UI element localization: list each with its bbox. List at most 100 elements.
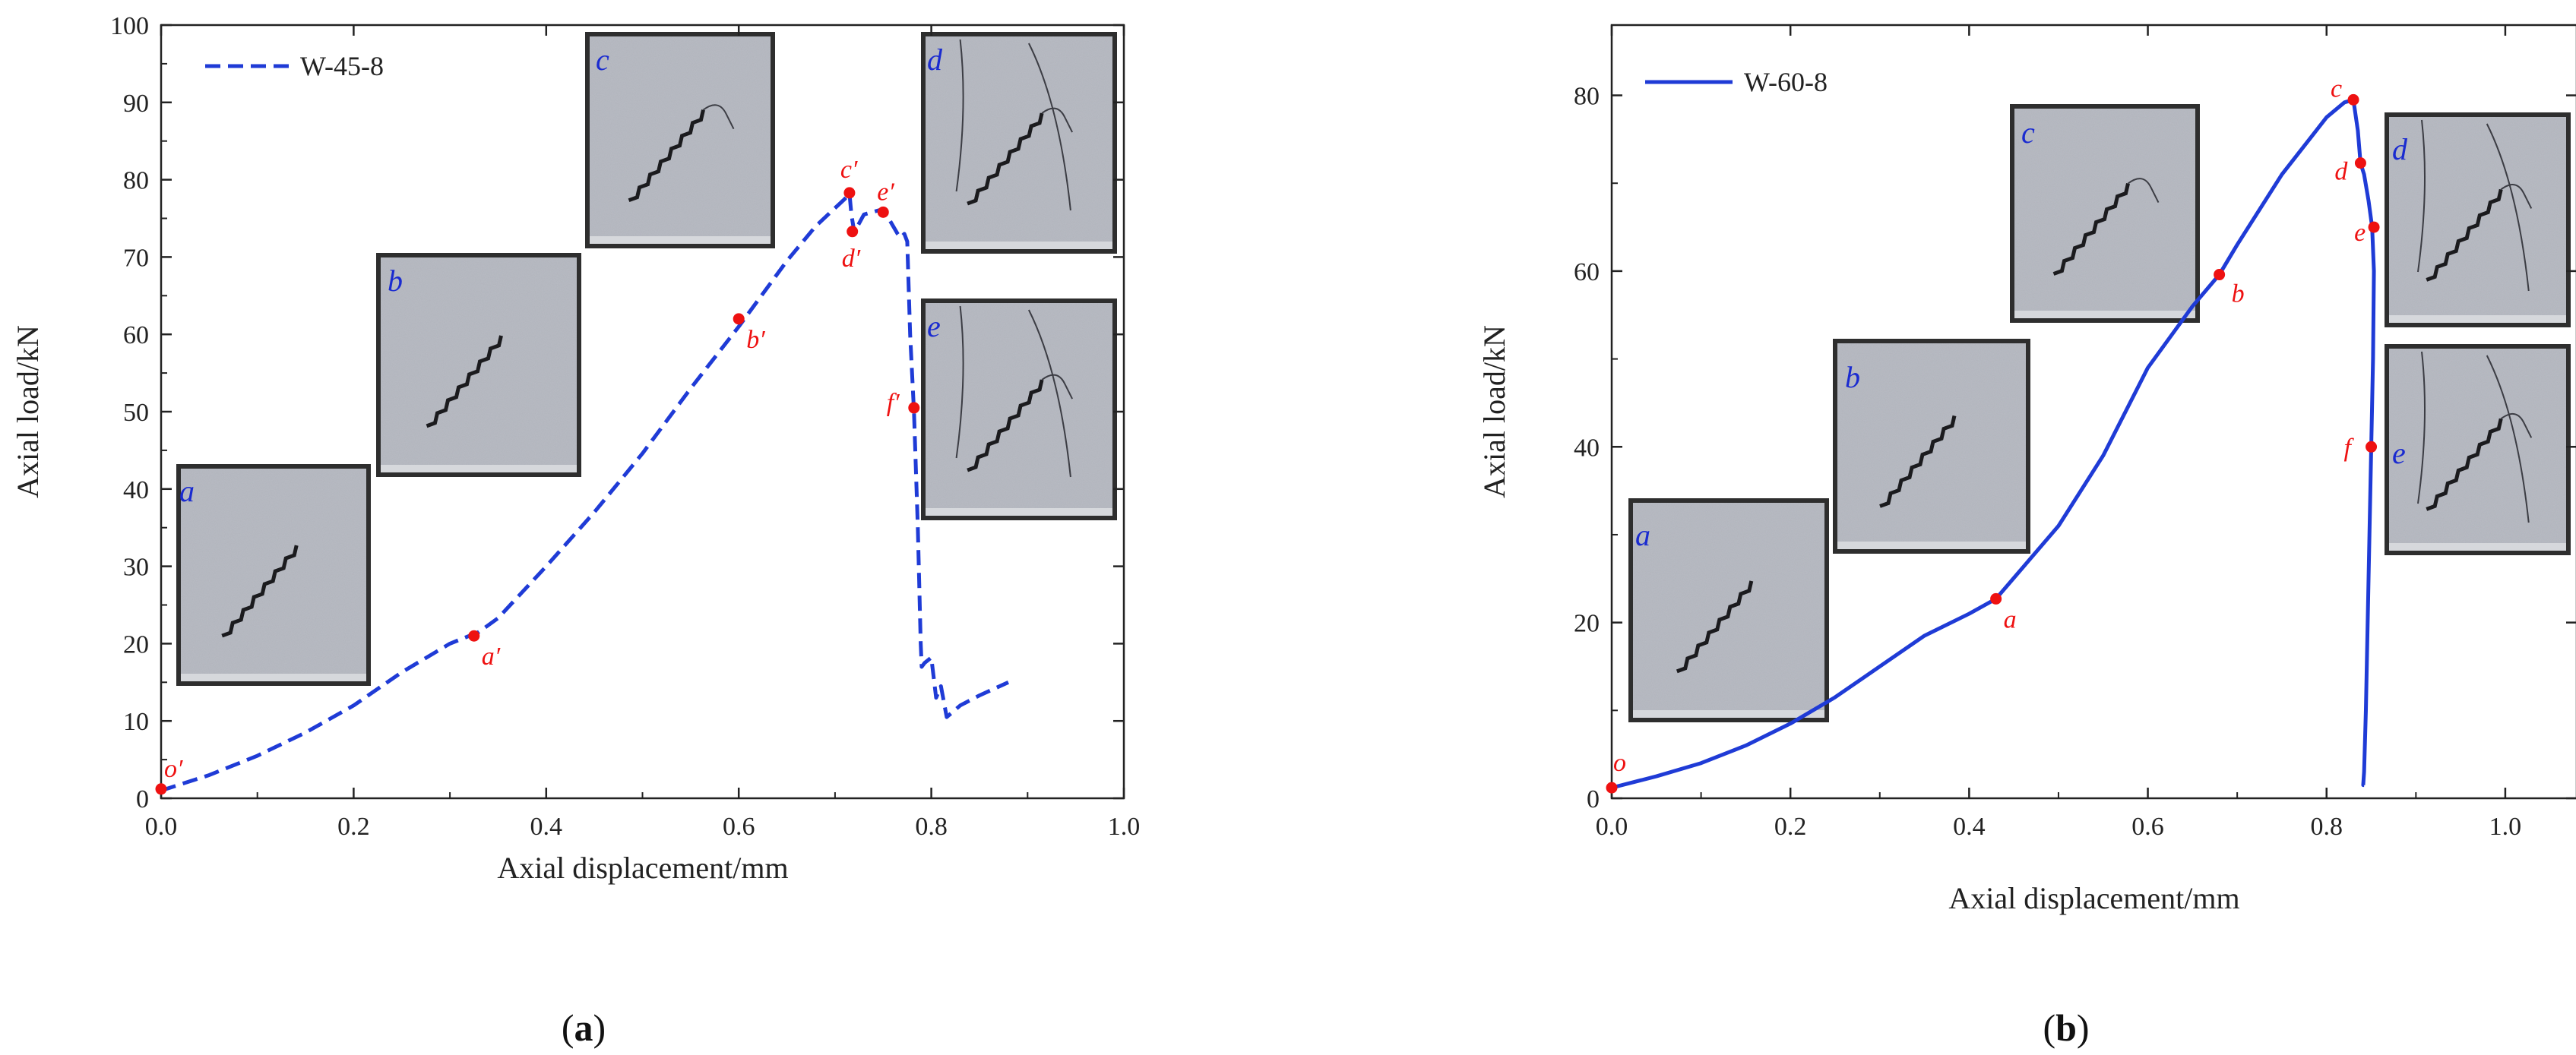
x-tick-label: 1.0 — [1108, 813, 1141, 841]
series-line-w-60-8 — [1611, 97, 2376, 790]
caption-b-close: ) — [2077, 1006, 2090, 1049]
flaw-crack — [2426, 188, 2503, 282]
specimen-base — [2389, 543, 2566, 551]
flaw-crack — [221, 545, 299, 638]
photo-b-b: b — [1833, 339, 2030, 554]
caption-b-open: ( — [2043, 1006, 2055, 1049]
photo-b-e: e — [2385, 344, 2571, 555]
propagated-crack — [955, 305, 1073, 478]
data-point-label: c′ — [840, 156, 858, 184]
x-tick-label: 0.6 — [723, 813, 755, 841]
data-point-b — [2366, 441, 2378, 453]
photo-a-d: d — [921, 32, 1117, 254]
specimen-base — [926, 508, 1112, 516]
x-tick-label: 0.8 — [915, 813, 948, 841]
points-a: o′ a′ b′ c′ d′ e′ f′ — [155, 156, 920, 795]
data-point-label: b — [2232, 280, 2245, 308]
photo-label: c — [2021, 115, 2035, 150]
caption-a: (a) — [562, 1006, 606, 1049]
photo-a-a: a — [176, 464, 371, 686]
photo-b-a: a — [1628, 498, 1829, 722]
chart-panel-a: a b c d e 0.0 0.2 0.4 0.6 0.8 1.0 0 10 20 30 40 50 60 70… — [11, 12, 1140, 885]
photo-layer-b: a b c d e — [1628, 104, 2571, 722]
y-axis-title-a: Axial load/kN — [11, 325, 45, 498]
data-point-b — [1990, 592, 2002, 605]
y-tick-label: 80 — [1574, 83, 1600, 111]
data-point-b — [2214, 269, 2226, 281]
legend-b: W-60-8 — [1645, 67, 1828, 97]
data-point-a — [847, 226, 859, 238]
flaw-crack — [628, 109, 705, 203]
legend-text-b: W-60-8 — [1744, 67, 1828, 97]
photo-b-c: c — [2010, 104, 2200, 323]
data-point-label: a — [2004, 605, 2017, 633]
photo-label: e — [2392, 436, 2406, 470]
y-tick-label: 20 — [123, 630, 149, 659]
data-point-label: e — [2354, 219, 2366, 247]
x-axis-title-b: Axial displacement/mm — [1948, 881, 2239, 915]
data-point-label: a′ — [482, 643, 501, 671]
data-point-a — [468, 630, 480, 642]
data-point-b — [2354, 157, 2366, 169]
photo-layer-a: a b c d e — [176, 32, 1117, 686]
photo-label: d — [2392, 132, 2408, 166]
specimen-base — [2389, 315, 2566, 323]
flaw-crack — [1676, 580, 1754, 674]
photo-b-d: d — [2385, 112, 2571, 327]
chart-panel-b: a b c d e 0.0 0.2 0.4 0.6 0.8 1.0 0 20 40 60 80 Axial… — [1477, 24, 2576, 915]
x-tick-label: 0.4 — [1953, 813, 1986, 841]
caption-a-letter: a — [574, 1006, 593, 1049]
y-tick-label: 20 — [1574, 610, 1600, 638]
data-point-label: c — [2331, 74, 2342, 103]
data-point-label: d′ — [842, 245, 861, 273]
caption-a-open: ( — [562, 1006, 574, 1049]
y-tick-label: 0 — [1587, 785, 1600, 813]
flaw-crack — [2052, 182, 2130, 276]
x-tick-label: 0.0 — [145, 813, 178, 841]
y-axis-title-b: Axial load/kN — [1477, 325, 1511, 498]
y-tick-label: 50 — [123, 399, 149, 427]
x-tick-label: 1.0 — [2489, 813, 2522, 841]
propagated-crack — [2417, 119, 2533, 292]
specimen-base — [926, 242, 1112, 249]
specimen-base — [381, 465, 577, 472]
y-axis-b: 0 20 40 60 80 — [1574, 83, 2576, 813]
photo-label: a — [1635, 518, 1650, 552]
flaw-crack — [967, 112, 1044, 206]
data-point-b — [2368, 221, 2380, 233]
y-tick-label: 40 — [1574, 434, 1600, 462]
x-tick-label: 0.8 — [2310, 813, 2343, 841]
x-axis-title-a: Axial displacement/mm — [497, 851, 788, 885]
caption-b: (b) — [2043, 1006, 2089, 1049]
y-tick-label: 10 — [123, 708, 149, 736]
specimen-base — [1633, 710, 1824, 718]
y-tick-label: 0 — [136, 785, 149, 813]
legend-a: W-45-8 — [205, 51, 384, 81]
data-point-label: f′ — [887, 389, 900, 417]
specimen-base — [590, 236, 771, 244]
propagated-crack — [702, 104, 735, 130]
x-tick-label: 0.4 — [530, 813, 563, 841]
x-tick-label: 0.2 — [1774, 813, 1807, 841]
propagated-crack — [2417, 351, 2533, 523]
data-point-label: o — [1613, 749, 1626, 777]
specimen-base — [181, 674, 366, 681]
photo-a-b: b — [376, 253, 581, 477]
y-tick-label: 80 — [123, 167, 149, 195]
y-tick-label: 100 — [110, 12, 149, 40]
photo-label: a — [179, 474, 195, 508]
y-tick-label: 30 — [123, 554, 149, 582]
flaw-crack — [967, 379, 1044, 472]
x-tick-label: 0.2 — [337, 813, 370, 841]
x-tick-label: 0.6 — [2131, 813, 2164, 841]
specimen-base — [2014, 311, 2195, 318]
y-tick-label: 60 — [123, 321, 149, 349]
y-tick-label: 70 — [123, 244, 149, 272]
x-tick-label: 0.0 — [1596, 813, 1628, 841]
data-point-b — [2347, 93, 2359, 106]
legend-text-a: W-45-8 — [300, 51, 384, 81]
data-point-a — [733, 313, 745, 325]
propagated-crack — [955, 39, 1073, 211]
data-point-a — [908, 402, 920, 414]
